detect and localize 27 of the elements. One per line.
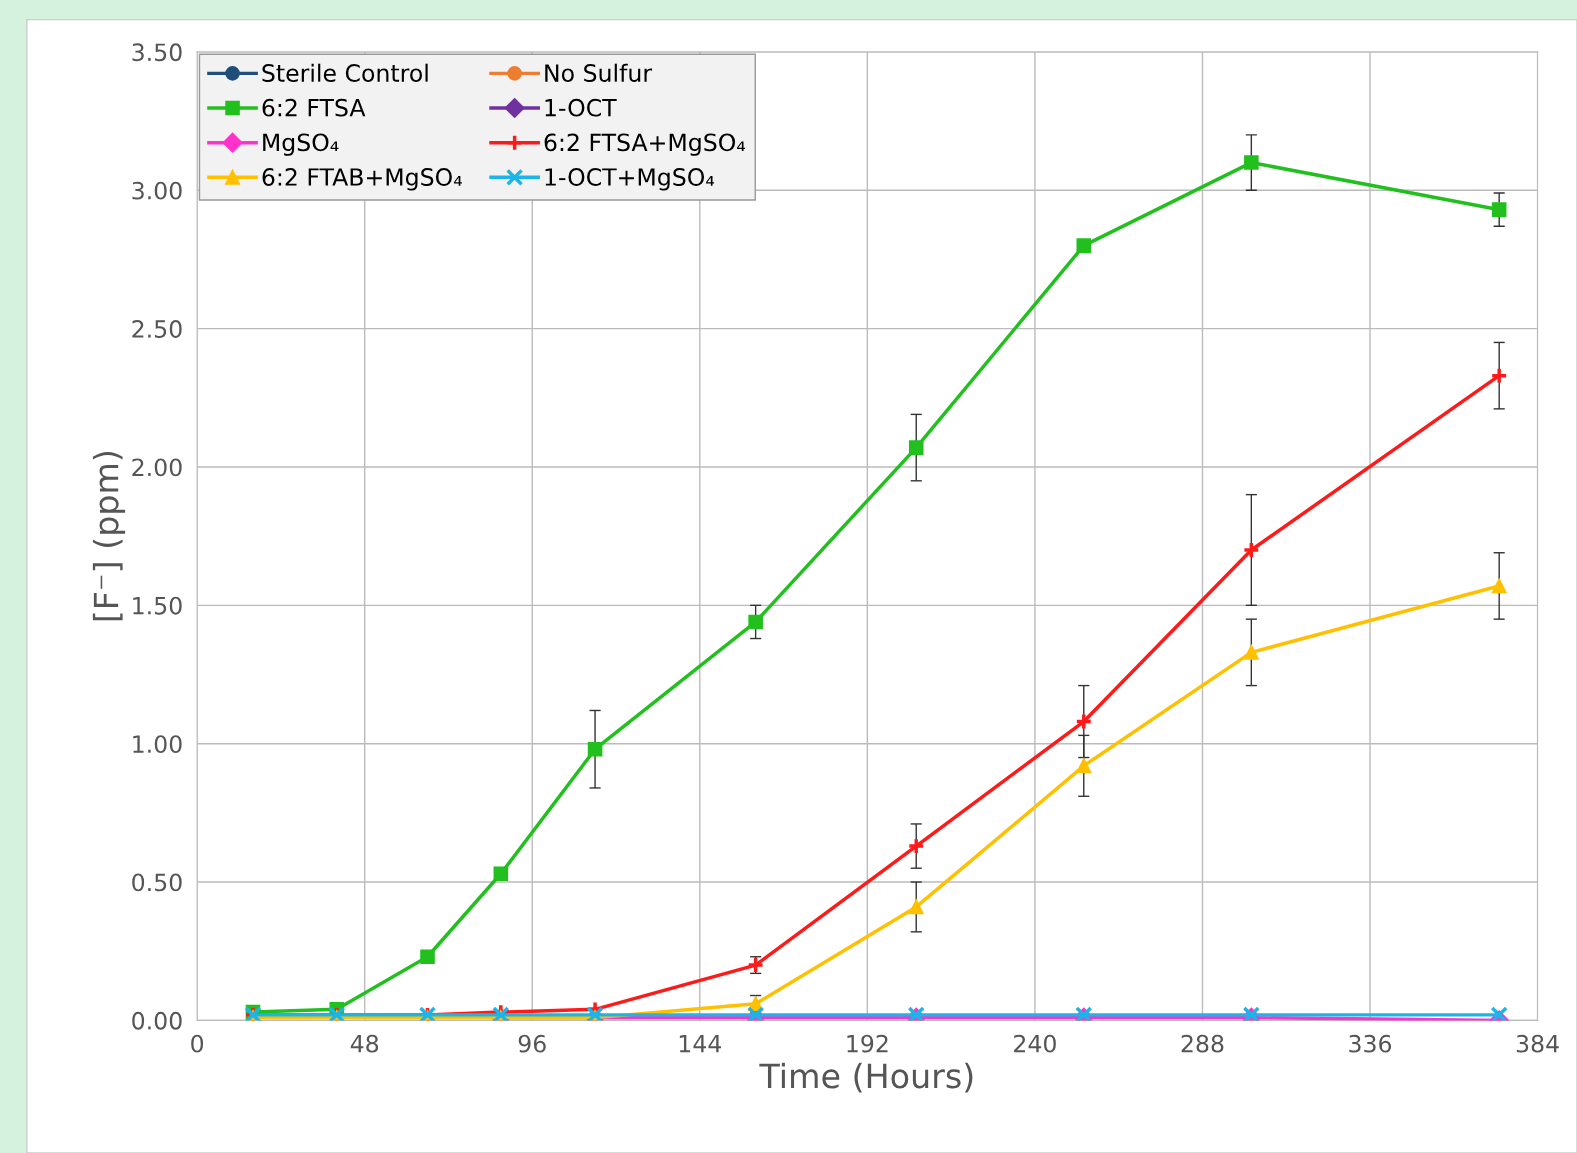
legend-label: MgSO₄ <box>263 133 339 156</box>
legend-label: 6:2 FTAB+MgSO₄ <box>262 168 462 191</box>
y-tick-label: 3.00 <box>132 181 182 200</box>
x-tick-label: 240 <box>1014 1034 1056 1053</box>
y-tick-label: 0.50 <box>132 873 182 892</box>
x-tick-label: 384 <box>1516 1034 1559 1053</box>
y-tick-label: 2.00 <box>132 458 182 477</box>
x-tick-label: 192 <box>847 1034 888 1053</box>
legend-label: 1-OCT+MgSO₄ <box>545 168 715 191</box>
x-tick-label: 48 <box>350 1034 379 1053</box>
y-tick-label: 1.50 <box>133 596 182 615</box>
legend-label: 6:2 FTSA <box>262 98 366 117</box>
legend-label: No Sulfur <box>545 63 653 82</box>
legend-label: 6:2 FTSA+MgSO₄ <box>544 133 746 156</box>
x-tick-label: 0 <box>191 1034 204 1053</box>
x-axis-title: Time (Hours) <box>759 1062 973 1093</box>
x-tick-label: 144 <box>679 1035 721 1053</box>
x-tick-label: 288 <box>1181 1034 1224 1053</box>
y-axis-title: [F⁻] (ppm) <box>92 451 126 621</box>
y-tick-label: 2.50 <box>132 320 182 338</box>
y-tick-label: 1.00 <box>133 735 182 753</box>
x-tick-label: 96 <box>518 1034 546 1053</box>
y-tick-label: 0.00 <box>132 1011 182 1030</box>
legend-label: 1-OCT <box>545 98 617 117</box>
legend-label: Sterile Control <box>262 63 428 82</box>
y-tick-label: 3.50 <box>132 43 182 62</box>
x-tick-label: 336 <box>1349 1034 1392 1053</box>
